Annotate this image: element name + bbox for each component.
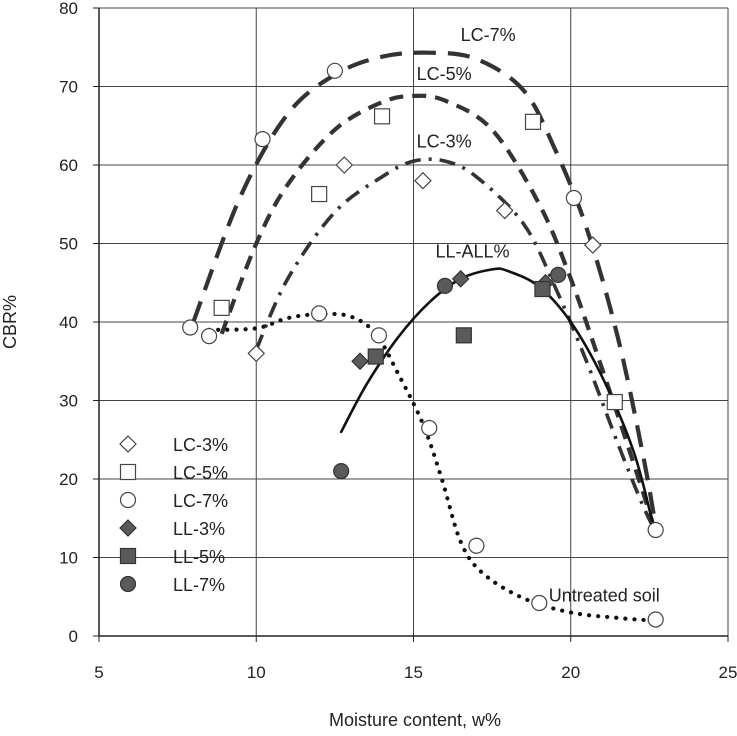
point-lc-3- (583, 236, 602, 254)
x-axis-title: Moisture content, w% (329, 710, 501, 730)
curve-label: LC-3% (417, 132, 472, 152)
y-tick-label: 50 (59, 235, 78, 254)
point-lc-7- (370, 327, 388, 344)
point-lc-5- (606, 393, 623, 411)
curve-label: LC-5% (417, 64, 472, 84)
y-tick-label: 30 (59, 392, 78, 411)
curve-label: LC-7% (461, 25, 516, 45)
legend-label-ll-7-: LL-7% (173, 575, 225, 595)
point-lc-7- (254, 130, 271, 148)
y-tick-label: 10 (59, 549, 78, 568)
fit-curve-ll-all- (339, 267, 654, 524)
curve-label: LL-ALL% (436, 242, 510, 262)
point-ll-3- (451, 269, 470, 288)
point-ll-7- (550, 266, 567, 283)
point-lc-7- (200, 328, 218, 345)
y-tick-label: 20 (59, 470, 78, 489)
point-lc-7- (311, 305, 328, 322)
legend-marker-ll-7- (119, 575, 137, 593)
point-ll-5- (455, 327, 472, 344)
y-tick-label: 80 (59, 0, 78, 18)
legend-marker-lc-7- (119, 491, 137, 509)
fit-curve-lc-3- (254, 157, 655, 527)
x-tick-label: 25 (719, 663, 737, 682)
point-lc-5- (311, 185, 328, 203)
legend-marker-ll-3- (119, 519, 137, 537)
point-ll-5- (534, 280, 551, 298)
point-lc-3- (414, 171, 432, 190)
x-tick-label: 10 (247, 663, 266, 682)
point-lc-7- (421, 419, 438, 437)
legend-marker-ll-5- (119, 547, 137, 565)
legend-label-lc-7-: LC-7% (173, 491, 228, 511)
x-tick-label: 15 (404, 663, 423, 682)
legend-marker-lc-5- (119, 463, 137, 481)
curve-labels: LC-7% LC-5% LC-3% LL-ALL% Untreated soil (417, 25, 660, 605)
legend-marker-lc-3- (119, 435, 137, 453)
point-ll-5- (367, 348, 384, 365)
legend-label-ll-3-: LL-3% (173, 519, 225, 539)
x-tick-label: 5 (94, 663, 103, 682)
point-lc-5- (373, 108, 391, 125)
point-lc-3- (495, 201, 514, 220)
y-tick-label: 60 (59, 156, 78, 175)
legend: LC-3% LC-5% LC-7% LL-3% LL-5% LL-7% (119, 435, 228, 595)
x-tick-label: 20 (561, 663, 580, 682)
point-ll-7- (436, 277, 454, 294)
fit-curve-untreated-soil (207, 311, 652, 623)
curve-label: Untreated soil (549, 585, 660, 605)
point-lc-7- (531, 594, 548, 612)
point-lc-3- (335, 156, 354, 174)
y-tick-label: 70 (59, 78, 78, 97)
legend-label-lc-3-: LC-3% (173, 435, 228, 455)
point-ll-3- (351, 352, 369, 371)
point-lc-5- (213, 299, 230, 316)
legend-label-lc-5-: LC-5% (173, 463, 228, 483)
legend-label-ll-5-: LL-5% (173, 547, 225, 567)
y-axis-title: CBR% (0, 295, 20, 349)
data-points (182, 62, 664, 628)
point-lc-3- (247, 344, 266, 363)
point-lc-7- (647, 521, 664, 539)
point-ll-7- (333, 463, 350, 480)
fit-curve-lc-5- (219, 93, 655, 523)
y-tick-label: 40 (59, 313, 78, 332)
point-lc-7- (326, 62, 343, 79)
point-lc-5- (524, 113, 542, 130)
point-lc-7- (647, 611, 664, 628)
y-tick-label: 0 (69, 627, 78, 646)
point-lc-7- (565, 189, 582, 207)
point-lc-7- (468, 537, 485, 554)
point-lc-7- (182, 319, 199, 336)
fit-curve-lc-7- (191, 50, 658, 527)
axes: 5 10 15 20 25 0 10 20 30 40 50 60 70 80 (59, 0, 737, 682)
